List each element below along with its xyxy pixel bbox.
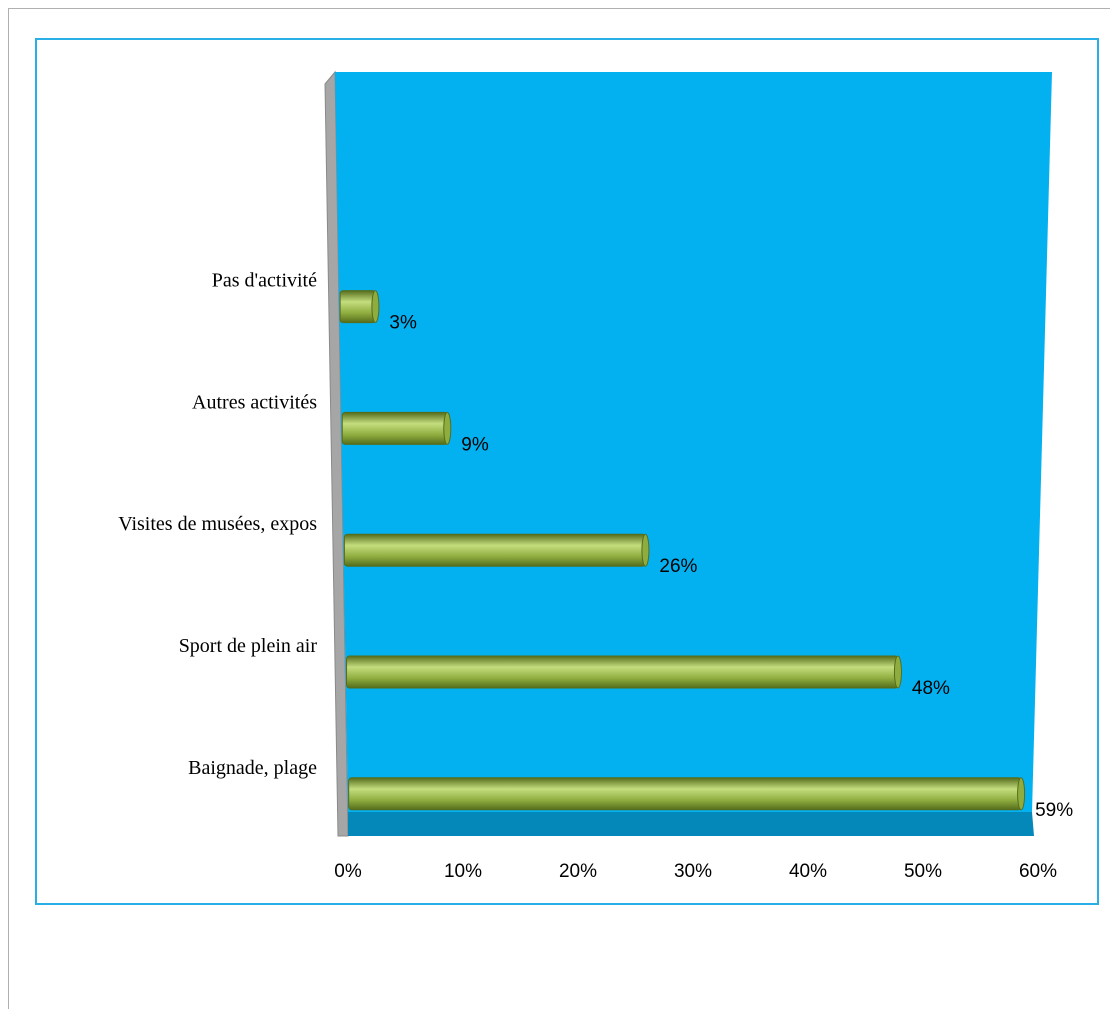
x-tick-label: 50%: [904, 861, 942, 882]
bar-5: [348, 777, 1022, 811]
bar-end-cap: [893, 655, 902, 689]
outer-frame: [8, 8, 1110, 1009]
value-label: 3%: [389, 313, 417, 334]
bar-chart: Pas d'activité Autres activités Visites de…: [118, 70, 1073, 882]
x-tick-label: 20%: [559, 861, 597, 882]
x-tick-label: 0%: [334, 861, 362, 882]
back-wall: [335, 72, 1052, 812]
category-label: Pas d'activité: [212, 270, 317, 292]
floor: [348, 812, 1034, 836]
bar-4: [346, 655, 899, 689]
value-label: 59%: [1035, 800, 1073, 821]
bar-2: [341, 411, 448, 445]
value-label: 26%: [659, 556, 697, 577]
x-tick-label: 40%: [789, 861, 827, 882]
value-label: 48%: [912, 678, 950, 699]
x-axis-ticks: 0% 10% 20% 30% 40% 50% 60%: [334, 861, 1057, 882]
x-tick-label: 30%: [674, 861, 712, 882]
value-labels: 3% 9% 26% 48% 59%: [389, 313, 1073, 821]
category-label: Autres activités: [192, 391, 317, 413]
x-tick-label: 10%: [444, 861, 482, 882]
category-label: Sport de plein air: [179, 635, 318, 657]
value-label: 9%: [461, 434, 489, 455]
bars-group: [339, 290, 1026, 811]
bar-end-cap: [443, 411, 452, 445]
bar-1: [339, 290, 376, 324]
bar-3: [343, 533, 646, 567]
bar-end-cap: [1017, 777, 1026, 811]
category-labels: Pas d'activité Autres activités Visites de…: [118, 270, 317, 779]
bar-end-cap: [371, 290, 380, 324]
category-label: Visites de musées, expos: [118, 513, 317, 535]
bar-end-cap: [641, 533, 650, 567]
category-label: Baignade, plage: [188, 757, 317, 779]
x-tick-label: 60%: [1019, 861, 1057, 882]
plot-background: [324, 70, 1052, 837]
